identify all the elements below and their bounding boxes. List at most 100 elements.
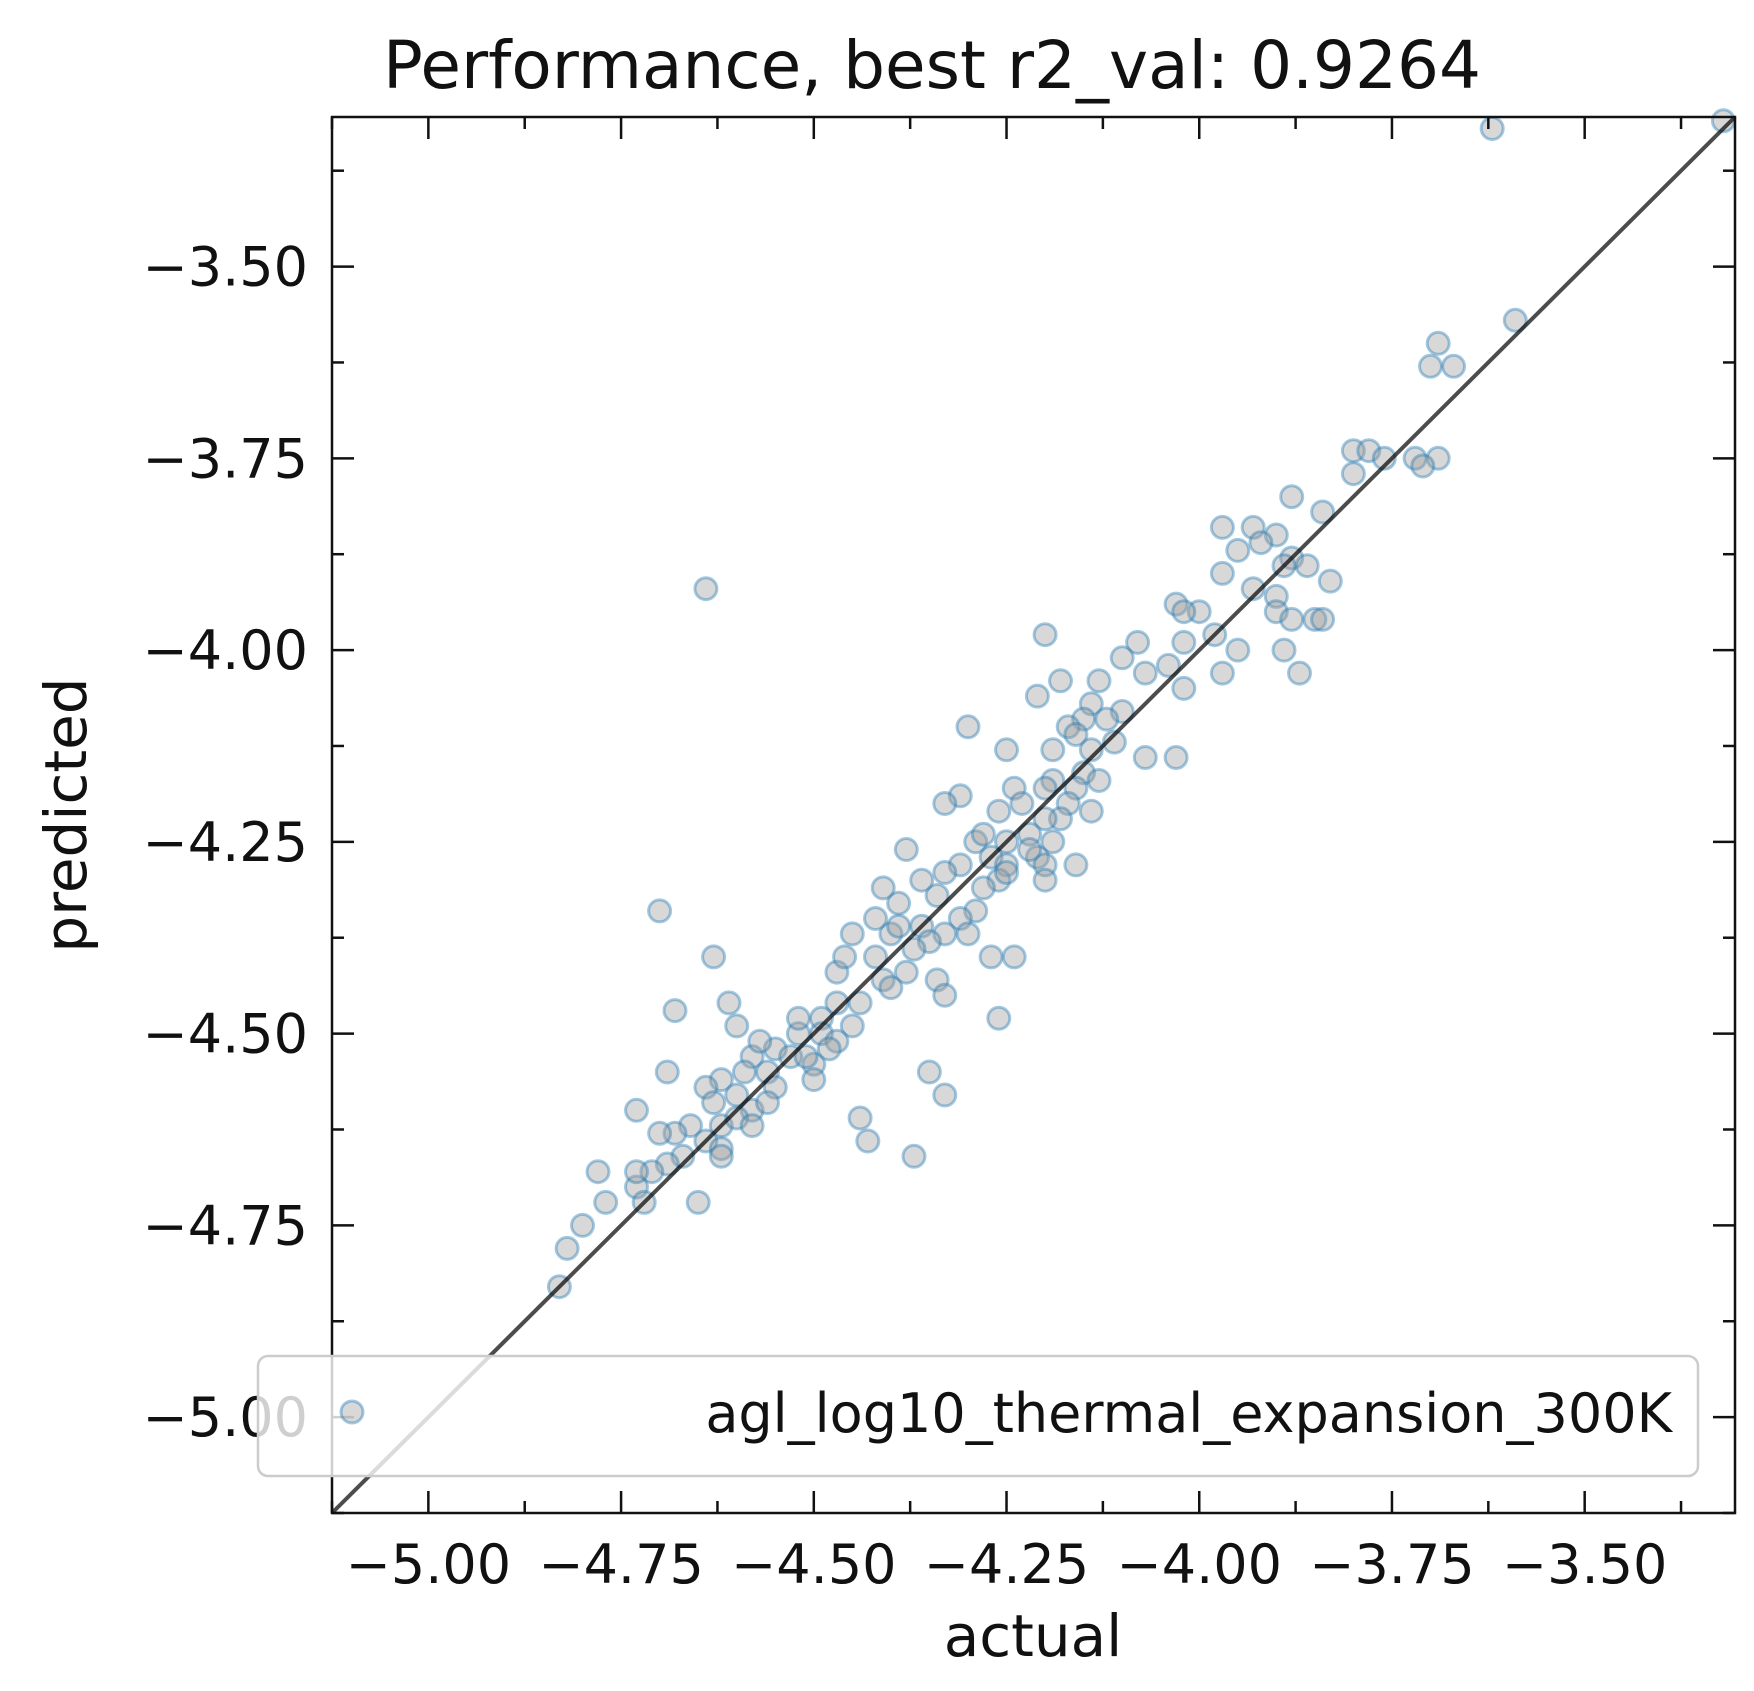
data-point — [1078, 798, 1104, 824]
x-tick-label: −4.50 — [731, 1533, 896, 1596]
data-point — [1340, 438, 1366, 464]
data-point — [1024, 844, 1050, 870]
data-point — [994, 737, 1019, 763]
data-point — [901, 1143, 927, 1169]
data-point — [970, 875, 996, 901]
data-point — [639, 1159, 665, 1185]
data-point — [785, 1005, 811, 1031]
y-tick-labels: −5.00−4.75−4.50−4.25−4.00−3.75−3.50 — [143, 236, 308, 1450]
data-point — [793, 1044, 819, 1070]
data-point — [924, 967, 950, 993]
data-point — [1171, 599, 1197, 625]
data-point — [1317, 568, 1343, 594]
data-point — [963, 898, 989, 924]
data-point — [731, 1059, 757, 1085]
data-point — [1024, 683, 1050, 709]
legend-box — [256, 1354, 1700, 1478]
data-point — [1055, 791, 1081, 816]
data-point — [1040, 737, 1066, 763]
x-tick-label: −4.75 — [538, 1533, 703, 1596]
axis-ticks — [330, 117, 1735, 1515]
data-point — [762, 1036, 788, 1062]
data-point — [878, 975, 904, 1001]
data-point — [1310, 499, 1336, 525]
data-point — [1425, 445, 1451, 471]
data-point — [1032, 852, 1058, 878]
data-point — [955, 921, 981, 947]
data-point — [870, 967, 896, 993]
data-point — [1248, 530, 1274, 556]
data-point — [963, 829, 989, 855]
data-point — [570, 1212, 595, 1238]
data-point — [986, 1005, 1012, 1031]
data-point — [1209, 514, 1235, 540]
data-point — [1032, 806, 1058, 832]
data-point — [708, 1067, 734, 1093]
x-tick-label: −3.50 — [1502, 1533, 1667, 1596]
data-point — [1078, 737, 1104, 763]
data-point — [1271, 637, 1297, 663]
data-point — [832, 944, 858, 970]
data-point — [716, 990, 742, 1016]
chart-title: Performance, best r2_val: 0.9264 — [383, 27, 1481, 104]
data-point — [1340, 461, 1366, 487]
data-point — [955, 714, 981, 740]
data-point — [785, 1021, 811, 1047]
data-point — [585, 1159, 611, 1185]
data-point — [1186, 599, 1212, 625]
y-axis-title: predicted — [32, 677, 100, 952]
data-point — [678, 1113, 703, 1139]
data-point — [863, 906, 888, 931]
x-tick-label: −4.25 — [924, 1533, 1089, 1596]
data-point — [1094, 706, 1120, 732]
data-point — [924, 883, 950, 908]
data-point — [654, 1059, 680, 1085]
data-point — [1279, 484, 1305, 510]
data-point — [724, 1105, 750, 1131]
data-point — [916, 929, 942, 955]
data-point — [1071, 706, 1097, 732]
data-point — [1109, 645, 1135, 671]
data-point — [901, 936, 927, 962]
data-point — [824, 959, 850, 985]
data-point — [624, 1159, 649, 1185]
data-point — [994, 852, 1019, 878]
data-point — [847, 990, 873, 1016]
data-point — [994, 860, 1019, 885]
data-point — [1032, 775, 1058, 801]
data-point — [1441, 353, 1467, 379]
data-point — [701, 944, 727, 970]
data-point — [932, 982, 958, 1008]
data-point — [724, 1013, 750, 1039]
data-point — [1479, 116, 1505, 141]
y-tick-label: −4.25 — [143, 811, 308, 874]
data-point — [947, 906, 973, 931]
data-point — [593, 1189, 619, 1215]
data-point — [662, 1120, 688, 1146]
data-point — [1302, 606, 1328, 632]
data-point — [739, 1113, 765, 1139]
data-point — [1101, 729, 1127, 755]
data-point — [701, 1090, 727, 1116]
data-point — [1402, 445, 1428, 471]
data-point — [1032, 622, 1058, 648]
legend: agl_log10_thermal_expansion_300K — [256, 1354, 1700, 1478]
data-point — [870, 875, 896, 901]
data-point — [847, 1105, 873, 1131]
data-point — [1132, 660, 1158, 686]
data-point — [978, 944, 1004, 970]
data-point — [755, 1059, 780, 1085]
data-point — [1063, 722, 1089, 747]
data-point — [916, 1059, 942, 1085]
data-point — [755, 1090, 780, 1116]
data-point — [624, 1097, 649, 1123]
data-point — [1086, 668, 1112, 694]
data-point — [747, 1028, 773, 1054]
data-point — [809, 1005, 834, 1031]
data-point — [1001, 775, 1027, 801]
data-point — [1371, 445, 1397, 471]
data-point — [816, 1036, 842, 1062]
data-point — [1263, 599, 1289, 625]
data-point — [863, 944, 888, 970]
data-point — [1109, 699, 1135, 724]
